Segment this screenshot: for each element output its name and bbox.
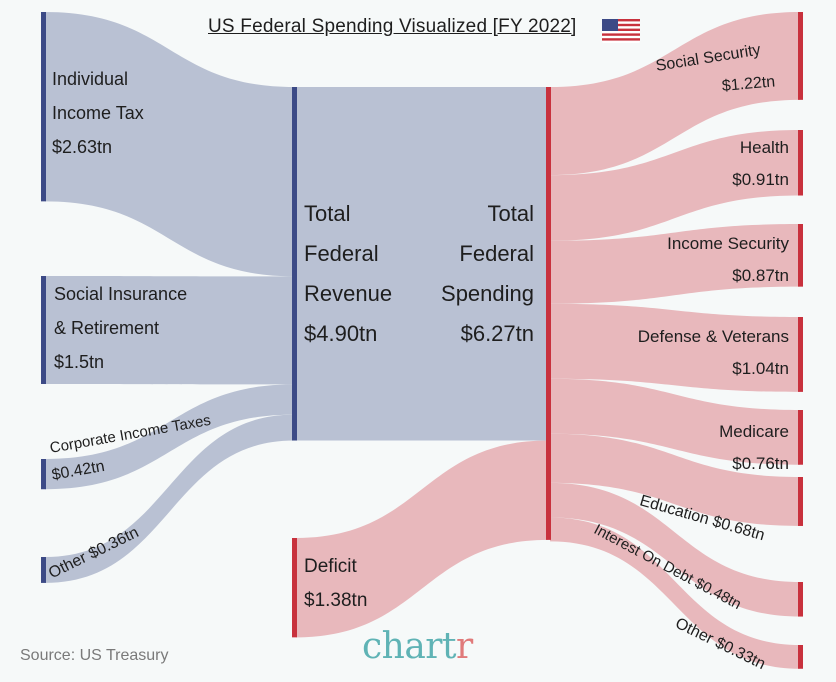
node-income-security bbox=[798, 224, 803, 287]
node-defense-veterans bbox=[798, 317, 803, 392]
node-individual-income-tax bbox=[41, 12, 46, 202]
node-interest-on-debt bbox=[798, 582, 803, 617]
node-other bbox=[41, 557, 46, 583]
node-social-insurance-retirement bbox=[41, 276, 46, 384]
label-social-insurance: Social Insurance & Retirement $1.5tn bbox=[54, 284, 188, 372]
flow-individual-income-tax bbox=[45, 12, 294, 277]
node-total-revenue bbox=[292, 87, 297, 441]
flow-other bbox=[45, 414, 294, 583]
label-total-revenue: Total Federal Revenue $4.90tn bbox=[304, 201, 393, 346]
node-deficit bbox=[292, 538, 297, 638]
brand-logo: chartr bbox=[362, 626, 473, 667]
node-total-spending bbox=[546, 87, 551, 540]
flow-medicare bbox=[550, 378, 800, 465]
flow-income-security bbox=[550, 224, 800, 304]
label-defense-veterans: Defense & Veterans $1.04tn bbox=[637, 327, 789, 378]
flow-deficit bbox=[296, 440, 548, 638]
flow-social-security bbox=[550, 12, 800, 176]
flow-defense-veterans bbox=[550, 303, 800, 392]
node-health bbox=[798, 130, 803, 196]
node-social-security bbox=[798, 12, 803, 100]
flow-health bbox=[550, 130, 800, 241]
label-income-security: Income Security $0.87tn bbox=[667, 234, 789, 285]
flow-corporate-income-taxes bbox=[45, 384, 294, 490]
node-corporate-income-taxes bbox=[41, 459, 46, 490]
flow-other bbox=[550, 517, 800, 669]
source-note: Source: US Treasury bbox=[20, 647, 169, 664]
label-health: Health $0.91tn bbox=[732, 138, 789, 189]
flow-education bbox=[550, 433, 800, 526]
node-education bbox=[798, 477, 803, 526]
chart-title: US Federal Spending Visualized [FY 2022] bbox=[208, 16, 577, 37]
node-other bbox=[798, 645, 803, 669]
label-deficit: Deficit $1.38tn bbox=[304, 556, 368, 611]
us-flag-icon bbox=[602, 19, 640, 43]
central-revenue-block bbox=[294, 87, 548, 441]
label-individual-income-tax: Individual Income Tax $2.63tn bbox=[52, 69, 144, 157]
flow-interest-on-debt bbox=[550, 482, 800, 617]
flow-social-insurance-retirement bbox=[45, 276, 294, 385]
label-total-spending: Total Federal Spending $6.27tn bbox=[441, 201, 534, 346]
node-medicare bbox=[798, 410, 803, 465]
label-medicare: Medicare $0.76tn bbox=[719, 422, 789, 473]
